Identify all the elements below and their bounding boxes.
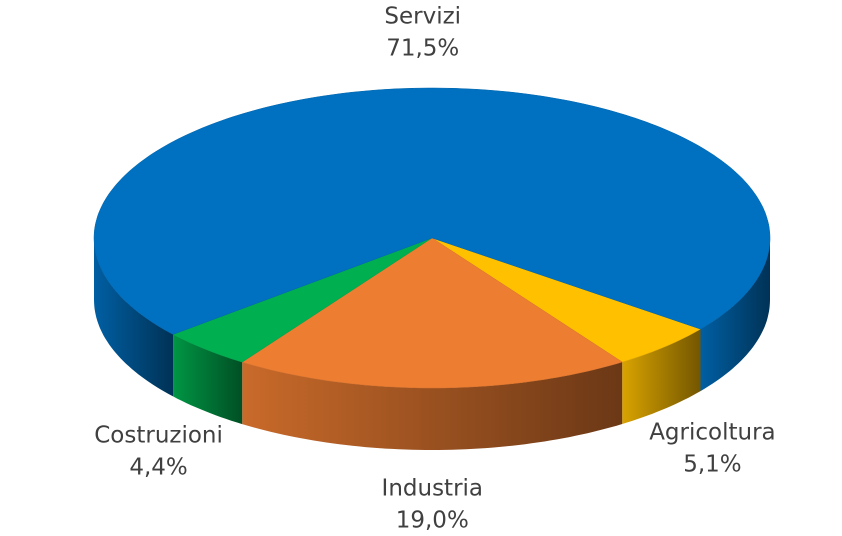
slice (172, 237, 433, 363)
data-label-value: 4,4% (129, 455, 187, 481)
data-label-name: Industria (382, 475, 483, 501)
data-label-name: Servizi (384, 4, 461, 30)
slice (93, 87, 771, 335)
slice (431, 237, 702, 363)
slice-side (94, 238, 174, 397)
slice-side (622, 329, 701, 424)
slice (241, 237, 623, 389)
slice-side (242, 362, 623, 450)
data-label-name: Agricoltura (649, 419, 775, 445)
data-label-value: 5,1% (683, 451, 741, 477)
data-label-value: 19,0% (396, 507, 469, 533)
data-label-value: 71,5% (386, 36, 459, 62)
slice-side (700, 238, 770, 392)
data-label-name: Costruzioni (94, 423, 223, 449)
slice-side (173, 334, 243, 425)
